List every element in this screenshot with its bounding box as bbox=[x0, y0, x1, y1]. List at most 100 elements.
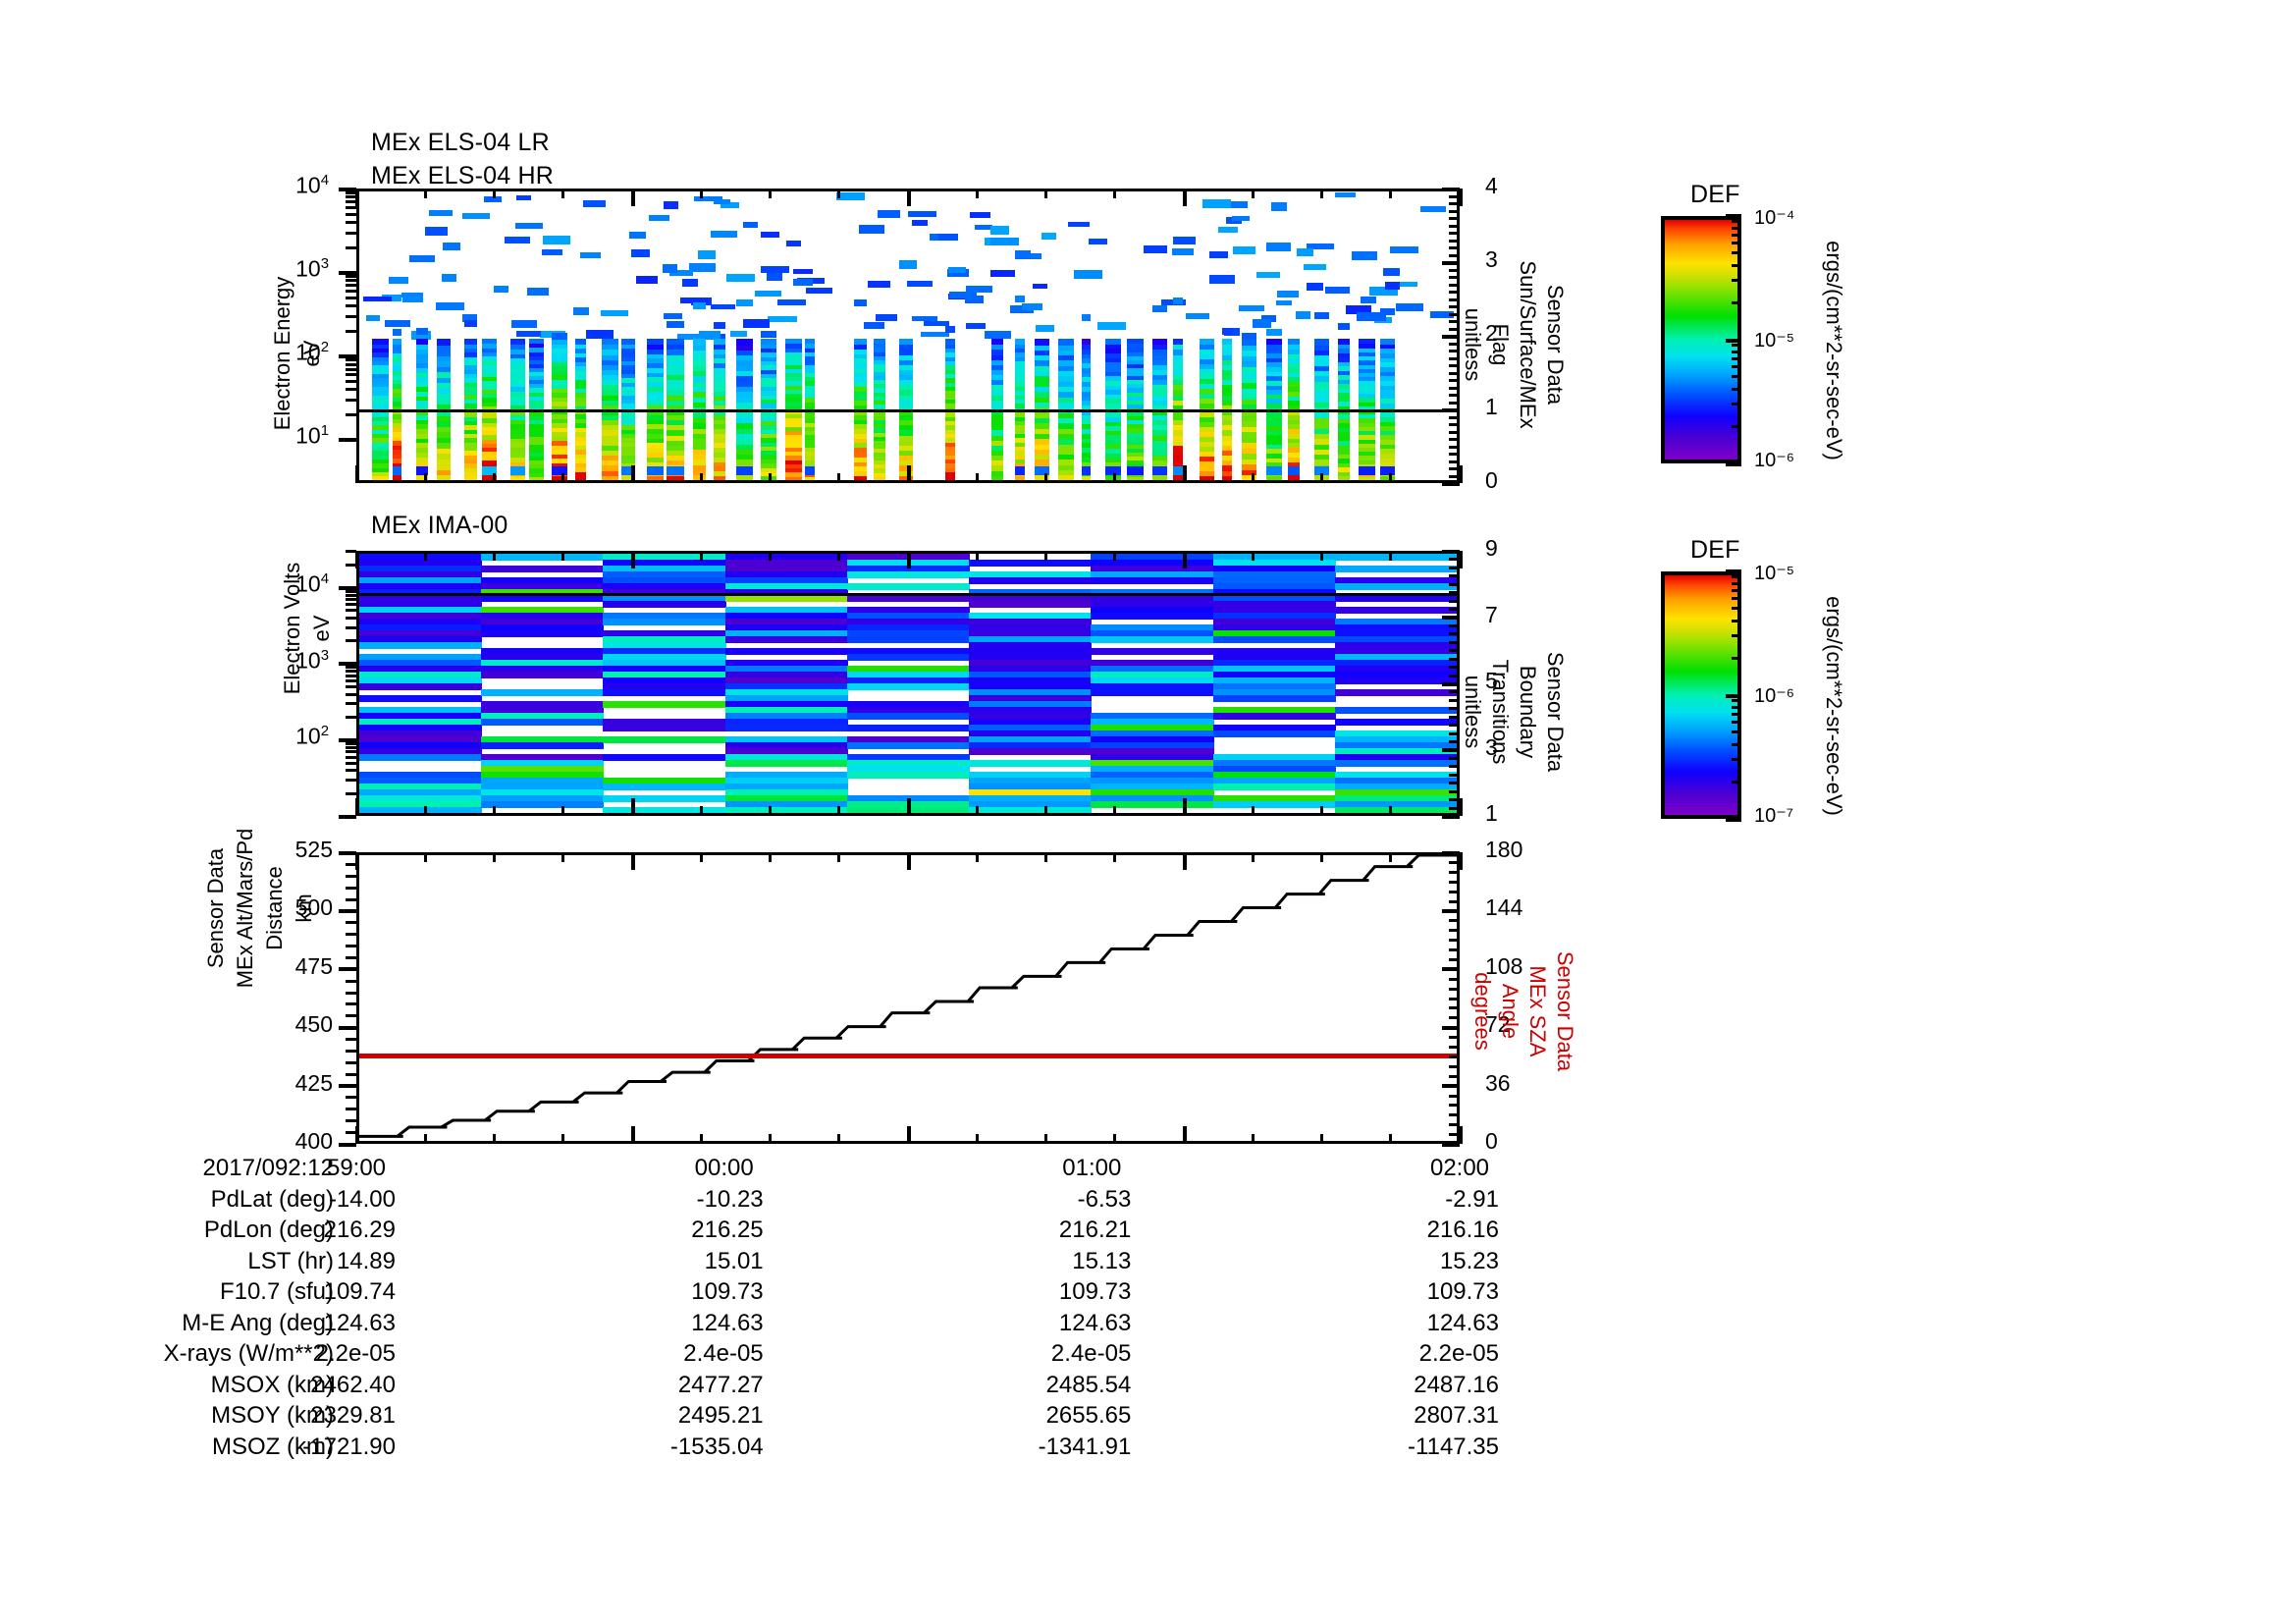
tick-minor bbox=[346, 670, 356, 674]
els-cell bbox=[464, 377, 477, 383]
els-cell bbox=[1082, 386, 1092, 392]
tick-minor bbox=[346, 1002, 356, 1006]
els-cell bbox=[371, 462, 390, 468]
els-cell bbox=[991, 363, 1004, 370]
ima-cell bbox=[481, 701, 605, 708]
tick-major bbox=[339, 814, 356, 819]
els-cell bbox=[1126, 415, 1144, 421]
ima-cell bbox=[603, 571, 726, 578]
tick-minor bbox=[1449, 789, 1460, 793]
ima-cell bbox=[359, 654, 483, 661]
els-cell bbox=[436, 425, 451, 433]
els-cell bbox=[1314, 443, 1329, 450]
els-cell bbox=[714, 386, 725, 392]
els-cell bbox=[646, 357, 665, 364]
tick-minor bbox=[1449, 657, 1460, 661]
els-cell bbox=[621, 368, 636, 374]
els-cell bbox=[601, 344, 618, 351]
els-cell bbox=[1222, 389, 1232, 396]
panel1-plot[interactable] bbox=[356, 189, 1460, 483]
els-cell bbox=[1288, 381, 1301, 388]
table-cell: 2462.40 bbox=[310, 1371, 396, 1398]
els-cell bbox=[1058, 454, 1075, 460]
tick-minor bbox=[1449, 715, 1460, 719]
ima-cell bbox=[1334, 666, 1457, 673]
els-cell bbox=[1224, 328, 1240, 337]
els-cell bbox=[1360, 296, 1376, 304]
els-cell bbox=[482, 380, 497, 386]
tick-minor bbox=[346, 275, 356, 279]
ima-cell bbox=[1091, 554, 1214, 561]
els-cell bbox=[1082, 390, 1092, 397]
els-cell bbox=[1082, 432, 1092, 439]
tick-minor bbox=[423, 806, 427, 816]
els-cell bbox=[1384, 282, 1400, 290]
els-cell bbox=[1242, 425, 1257, 433]
colorbar2-gradient bbox=[1665, 575, 1737, 815]
ima-cell bbox=[1212, 754, 1336, 761]
els-cell bbox=[966, 323, 987, 329]
els-cell bbox=[1104, 439, 1122, 445]
els-cell bbox=[714, 452, 725, 458]
tick-minor bbox=[1320, 1134, 1323, 1144]
els-cell bbox=[392, 466, 402, 475]
els-cell bbox=[874, 383, 885, 389]
els-cell bbox=[482, 376, 497, 382]
els-cell bbox=[991, 455, 1004, 461]
els-cell bbox=[735, 411, 754, 418]
els-cell bbox=[392, 369, 402, 376]
els-cell bbox=[510, 437, 525, 444]
els-cell bbox=[898, 408, 914, 416]
tick-major bbox=[339, 1025, 356, 1030]
els-cell bbox=[482, 462, 497, 469]
els-cell bbox=[1288, 400, 1301, 406]
ima-cell bbox=[846, 736, 971, 743]
panel1-title-lr: MEx ELS-04 LR bbox=[371, 129, 550, 156]
els-cell bbox=[392, 440, 402, 446]
ima-cell bbox=[1334, 583, 1457, 590]
els-cell bbox=[436, 414, 451, 422]
els-cell bbox=[969, 211, 991, 218]
els-cell bbox=[415, 376, 429, 383]
els-cell bbox=[646, 395, 665, 402]
els-cell bbox=[1104, 370, 1122, 377]
els-cell bbox=[1058, 443, 1075, 450]
els-cell bbox=[1359, 405, 1376, 410]
ima-cell bbox=[969, 701, 1093, 708]
els-cell bbox=[482, 417, 497, 423]
els-cell bbox=[371, 419, 390, 426]
ima-cell bbox=[969, 560, 1093, 567]
els-cell bbox=[1314, 402, 1329, 408]
els-cell bbox=[1334, 191, 1357, 198]
els-cell bbox=[436, 453, 451, 460]
panel3-plot[interactable] bbox=[356, 852, 1460, 1144]
ima-cell bbox=[603, 566, 726, 572]
els-cell bbox=[854, 362, 867, 368]
els-cell bbox=[805, 380, 816, 386]
tick-major bbox=[1442, 1025, 1460, 1030]
colorbar1[interactable] bbox=[1661, 216, 1741, 463]
table-row-label: PdLon (deg) bbox=[203, 1217, 334, 1243]
els-cell bbox=[573, 307, 590, 315]
els-cell bbox=[415, 348, 429, 354]
els-cell bbox=[868, 280, 890, 289]
els-cell bbox=[784, 442, 802, 448]
els-cell bbox=[436, 350, 451, 356]
els-cell bbox=[714, 405, 725, 410]
els-cell bbox=[1368, 287, 1398, 297]
els-cell bbox=[693, 427, 706, 434]
els-cell bbox=[551, 378, 568, 385]
ima-cell bbox=[1334, 795, 1457, 802]
tick-minor bbox=[1449, 806, 1460, 810]
els-cell bbox=[1058, 354, 1075, 361]
tick-minor bbox=[699, 1134, 703, 1144]
els-cell bbox=[760, 364, 776, 370]
panel2-plot[interactable] bbox=[356, 551, 1460, 816]
els-cell bbox=[1014, 411, 1026, 417]
altitude-step-line bbox=[359, 855, 1457, 1136]
els-cell bbox=[874, 391, 885, 397]
els-cell bbox=[1337, 396, 1350, 403]
tick-minor bbox=[346, 991, 356, 995]
els-cell bbox=[529, 471, 544, 477]
els-cell bbox=[1172, 434, 1183, 441]
